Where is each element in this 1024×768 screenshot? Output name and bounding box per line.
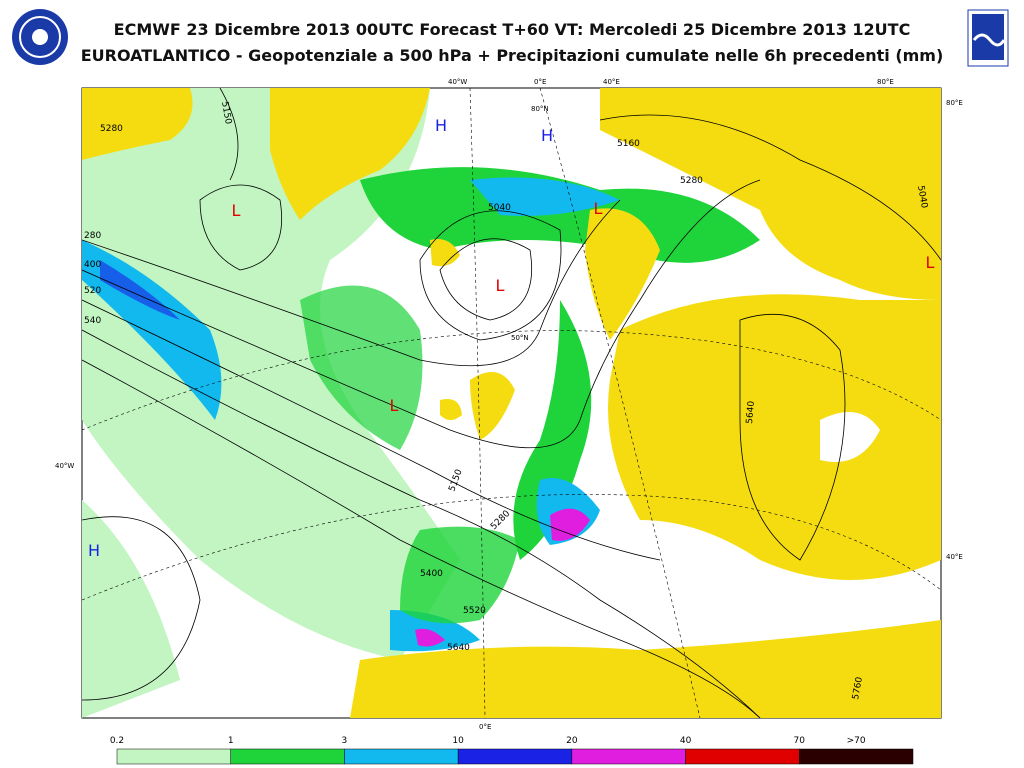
coordinate-label: 50°N xyxy=(511,334,529,342)
contour-label: 5150 xyxy=(219,101,233,126)
legend-swatch xyxy=(685,748,800,765)
contour-label: 400 xyxy=(84,260,101,270)
legend-label: 40 xyxy=(680,736,692,746)
contour-label: 5760 xyxy=(851,676,865,701)
legend-label: 1 xyxy=(228,736,234,746)
contour-label: 5640 xyxy=(745,400,757,424)
coordinate-label: 80°E xyxy=(877,78,894,86)
pressure-center: L xyxy=(496,276,505,295)
legend-label: 20 xyxy=(566,736,578,746)
contour-label: 520 xyxy=(84,286,101,296)
contour-label: 5520 xyxy=(463,606,486,616)
title-line-1: ECMWF 23 Dicembre 2013 00UTC Forecast T+… xyxy=(113,20,911,39)
pressure-center: H xyxy=(88,541,100,560)
title-line-2: EUROATLANTICO - Geopotenziale a 500 hPa … xyxy=(80,46,944,65)
contour-label: 280 xyxy=(84,231,101,241)
coordinate-label: 40°W xyxy=(55,462,74,470)
legend-swatch xyxy=(571,748,686,765)
contour-label: 5640 xyxy=(447,643,470,653)
legend-swatch xyxy=(457,748,573,765)
pressure-center: H xyxy=(435,116,447,135)
coordinate-label: 40°W xyxy=(448,78,467,86)
pressure-center: L xyxy=(926,253,935,272)
coordinate-label: 80°E xyxy=(946,99,963,107)
coordinate-label: 40°E xyxy=(946,553,963,561)
coordinate-label: 80°N xyxy=(531,105,549,113)
coordinate-label: 0°E xyxy=(479,723,491,731)
legend-label: >70 xyxy=(847,736,866,746)
map xyxy=(81,87,942,719)
contour-label: 5040 xyxy=(915,185,929,210)
legend-swatch xyxy=(344,748,459,765)
coordinate-label: 40°E xyxy=(603,78,620,86)
legend: 0.2 1 3 10 20 40 70 >70 xyxy=(110,736,914,765)
contour-label: 5280 xyxy=(100,124,123,134)
legend-label: 70 xyxy=(794,736,806,746)
pressure-centers: H H L L L L H L xyxy=(88,116,935,560)
legend-swatch xyxy=(799,748,914,765)
legend-label: 0.2 xyxy=(110,736,124,746)
coordinate-label: 0°E xyxy=(534,78,546,86)
contour-label: 5400 xyxy=(420,569,443,579)
legend-swatch xyxy=(230,748,345,765)
coordinate-labels: 40°W 0°E 40°E 80°E 80°E 80°N 50°N 40°W 4… xyxy=(55,78,963,731)
pressure-center: L xyxy=(232,201,241,220)
legend-swatch xyxy=(116,748,231,765)
pressure-center: L xyxy=(594,199,603,218)
pressure-center: H xyxy=(541,126,553,145)
cnmca-logo xyxy=(967,9,1009,67)
contour-label: 5040 xyxy=(488,203,511,213)
contour-label: 540 xyxy=(84,316,101,326)
contour-labels: 5150 5280 5160 5280 5040 5040 280 400 52… xyxy=(84,101,929,701)
contour-label: 5160 xyxy=(617,139,640,149)
legend-label: 10 xyxy=(452,736,464,746)
pressure-center: L xyxy=(390,396,399,415)
legend-label: 3 xyxy=(342,736,348,746)
contour-label: 5280 xyxy=(680,176,703,186)
ecmwf-logo xyxy=(12,9,68,65)
